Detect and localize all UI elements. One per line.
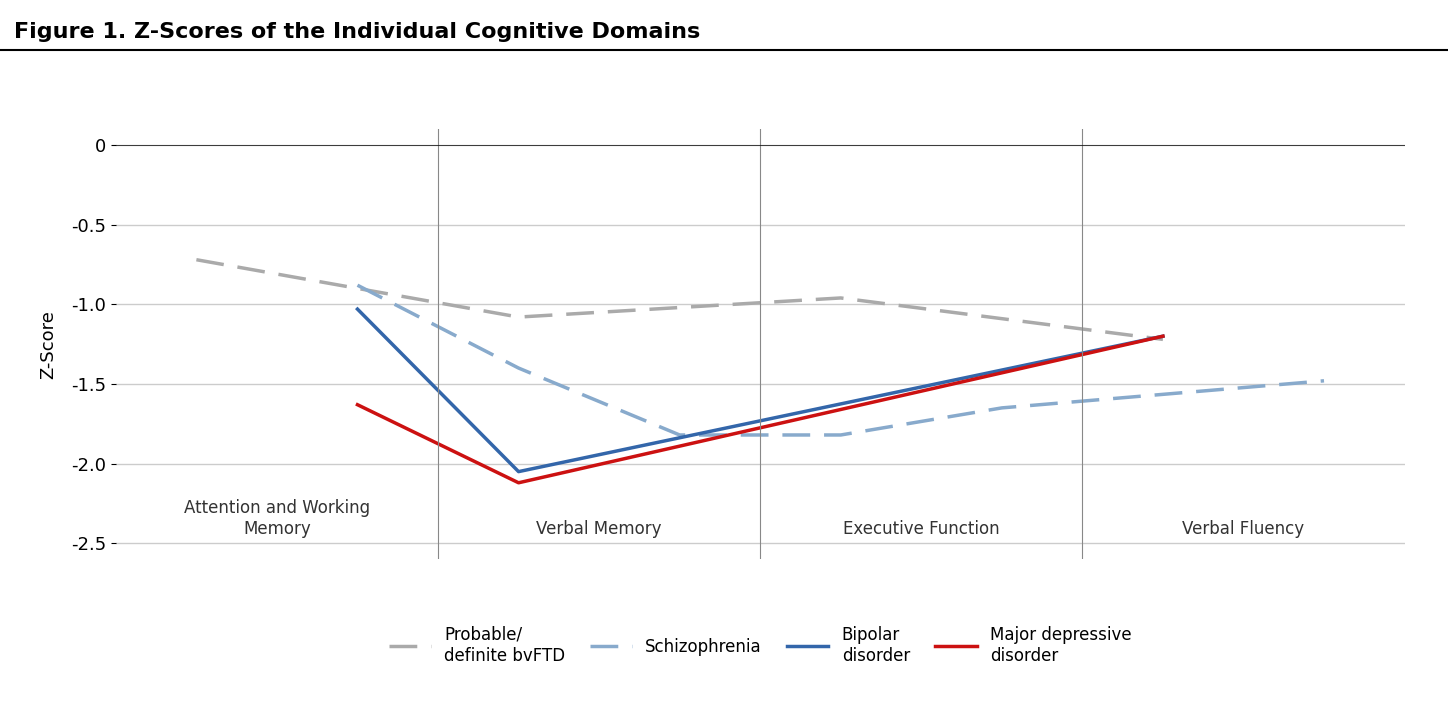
Text: Verbal Memory: Verbal Memory [536,520,662,538]
Text: Attention and Working
Memory: Attention and Working Memory [184,499,371,538]
Text: Figure 1. Z-Scores of the Individual Cognitive Domains: Figure 1. Z-Scores of the Individual Cog… [14,22,701,42]
Text: Verbal Fluency: Verbal Fluency [1183,520,1305,538]
Legend: Probable/
definite bvFTD, Schizophrenia, Bipolar
disorder, Major depressive
diso: Probable/ definite bvFTD, Schizophrenia,… [382,619,1138,671]
Y-axis label: Z-Score: Z-Score [39,310,56,379]
Text: Executive Function: Executive Function [843,520,999,538]
